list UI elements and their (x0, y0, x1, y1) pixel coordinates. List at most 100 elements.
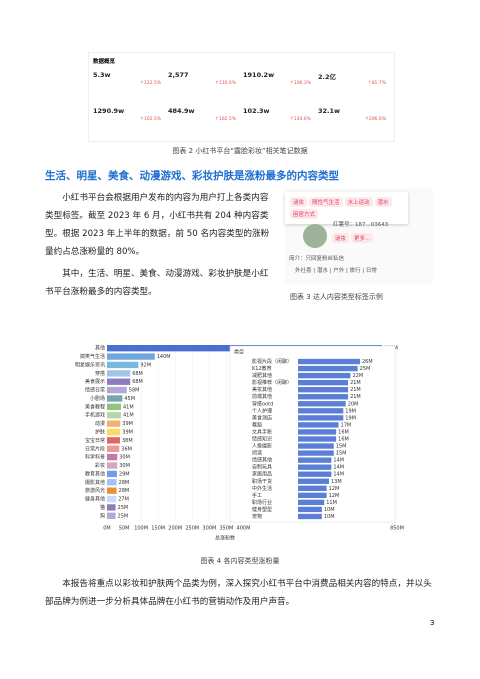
tag: 谜妆 (290, 197, 308, 207)
bar (107, 487, 117, 494)
y-tick-label: 彩妆 (95, 462, 105, 469)
value-label: 26M (362, 359, 373, 365)
y-tick-label: 护肤 (95, 429, 105, 436)
overview-cell: 2.2亿 ↑81.7% (318, 71, 390, 101)
value-label: 14M (333, 458, 344, 464)
value-label: 12M (329, 486, 340, 492)
chips: 谜妆 更多... (331, 232, 374, 244)
inset-category: 手工 (252, 492, 262, 499)
cell-change: ↑81.7% (367, 81, 386, 86)
tag: 随性气生活 (309, 197, 343, 207)
inset-category: 美妆其他 (252, 386, 272, 393)
inset-category: 影视片段（闲聊） (252, 358, 292, 365)
value-label: 27M (118, 497, 129, 503)
bar (298, 394, 349, 400)
inset-category: 情感其他 (252, 457, 272, 464)
bar (107, 504, 116, 511)
bar (107, 437, 120, 444)
bar (298, 365, 358, 372)
value-label: 19M (345, 408, 356, 414)
overview-table: 数据概览 5.3w ↑122.5% 2,577 ↑110.6% 1910.2w ↑106.… (88, 52, 395, 142)
y-tick-label: 科学科普 (85, 454, 105, 461)
bar (298, 408, 344, 414)
bar (298, 358, 360, 365)
y-tick-label: 穿搭 (95, 370, 105, 377)
overview-cell: 1910.2w ↑106.3% (243, 71, 315, 101)
value-label: 140M (157, 354, 171, 360)
overview-cell: 2,577 ↑110.6% (168, 71, 240, 101)
bar (298, 401, 346, 407)
bar (107, 420, 121, 427)
value-label: 13M (331, 479, 342, 485)
value-label: 39M (122, 430, 133, 436)
value-label: 41M (123, 413, 134, 419)
value-label: 17M (341, 422, 352, 428)
cell-change: ↑102.5% (215, 117, 236, 122)
bar (298, 450, 334, 456)
x-tick-label: 0M (103, 526, 111, 532)
tag: 困居方式 (290, 209, 319, 219)
value-label: 68M (132, 371, 143, 377)
y-tick-label: 宝宝日常 (85, 437, 105, 444)
heading: 生活、明星、美食、动漫游戏、彩妆护肤是涨粉最多的内容类型 (45, 170, 339, 182)
y-tick-label: 手机游戏 (85, 412, 105, 419)
cell-change: ↑110.6% (215, 81, 236, 86)
inset-category: 中外生活 (252, 485, 272, 492)
cell-value: 2.2亿 (318, 73, 337, 81)
bar (107, 353, 155, 360)
cell-value: 32.1w (318, 107, 341, 115)
value-label: 15M (336, 451, 347, 457)
value-label: 41M (123, 404, 134, 410)
value-label: 58M (129, 388, 140, 394)
value-label: 10M (324, 507, 335, 513)
chip: 谜妆 (332, 233, 350, 243)
value-label: 39M (122, 421, 133, 427)
cell-change: ↑144.6% (290, 117, 311, 122)
value-label: 38M (122, 438, 133, 444)
overview-cell: 102.3w ↑144.6% (243, 107, 315, 137)
inset-category: 穿搭ootd (252, 400, 273, 407)
bar (107, 495, 117, 503)
value-label: 21M (350, 387, 361, 393)
value-label: 29M (119, 471, 130, 477)
y-tick-label: 美食教程 (85, 403, 105, 410)
inset-category: 文具手账 (252, 428, 272, 435)
x-axis-label: 总涨粉数 (215, 535, 235, 542)
inset-category: 健身塑型 (252, 506, 272, 513)
value-label: 28M (119, 488, 130, 494)
bar (107, 412, 121, 419)
bar (107, 470, 117, 478)
bar (107, 428, 121, 436)
bar (298, 492, 327, 499)
bar (107, 378, 131, 385)
cell-value: 1290.9w (93, 107, 125, 115)
cell-value: 5.3w (93, 71, 111, 79)
y-tick-label: 动漫 (95, 420, 105, 427)
value-label: 15M (336, 444, 347, 450)
value-label: 10M (324, 514, 335, 520)
bar (298, 415, 344, 421)
bar (107, 370, 131, 377)
inset-category: 职场行业 (252, 499, 272, 506)
cell-change: ↑206.6% (365, 117, 386, 122)
value-label: 11M (326, 500, 337, 506)
caption: 图表 4 各内容类型涨粉量 (200, 557, 280, 565)
overview-cell: 484.9w ↑102.5% (168, 107, 240, 137)
avatar (303, 224, 327, 248)
inset-category: 家居用品 (252, 471, 272, 478)
inset-category: K12教育 (252, 365, 272, 372)
inset-category: 个人护理 (252, 407, 272, 414)
bar (107, 512, 116, 519)
y-tick-label: 小剧场 (90, 395, 105, 402)
value-label: 22M (352, 373, 363, 379)
chart: 0M 50M 100M 150M 200M 250M 300M 350M 400M 850M 总涨粉… (75, 344, 404, 542)
x-tick-label: 850M (390, 526, 404, 532)
bar (298, 499, 325, 506)
bar (298, 485, 327, 491)
inset-category: 情感知识 (252, 436, 272, 443)
value-label: 20M (348, 401, 359, 407)
x-tick-label: 100M (134, 526, 148, 532)
inset-category: 影视推荐（闲聊） (252, 379, 292, 386)
inset-category: 前端其他 (252, 393, 272, 400)
value-label: 21M (350, 380, 361, 386)
